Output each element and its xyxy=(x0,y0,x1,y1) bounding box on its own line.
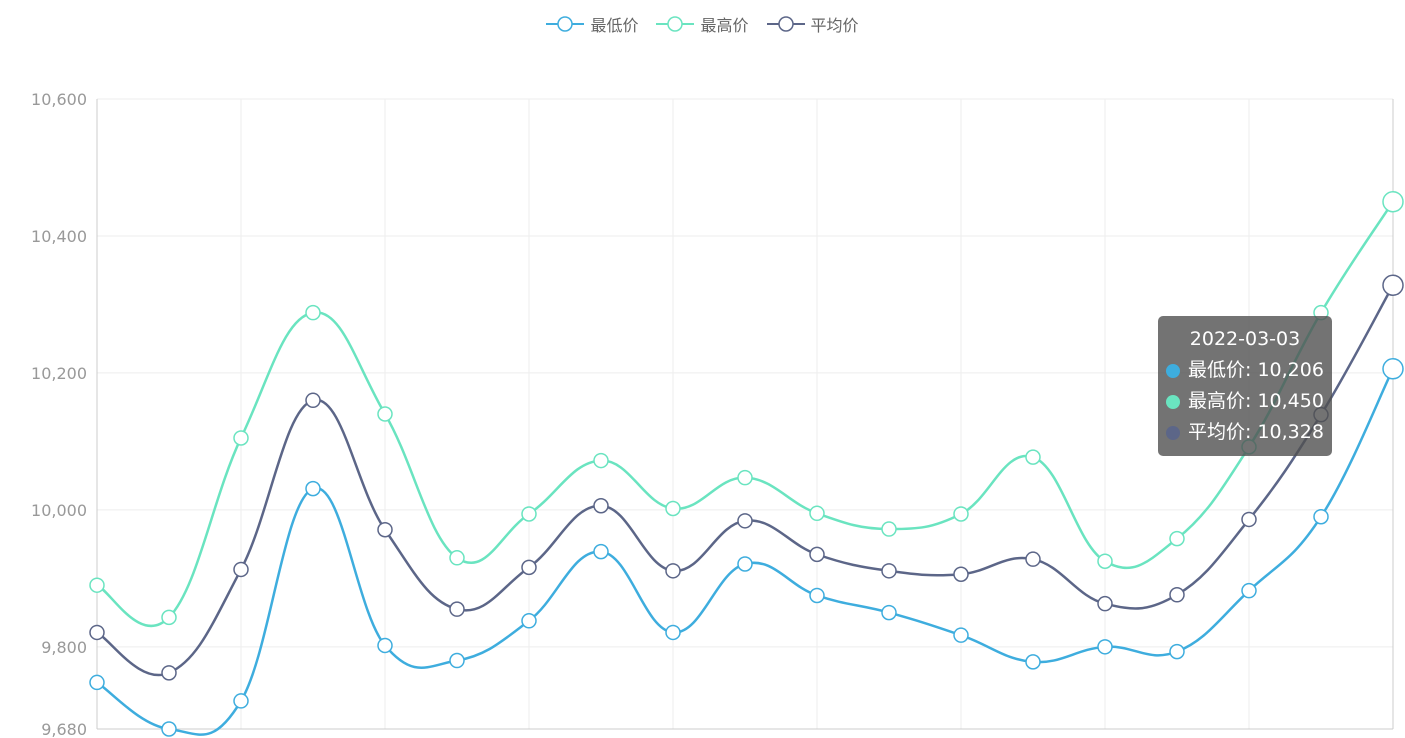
data-point-low[interactable] xyxy=(665,624,681,641)
series-line-high xyxy=(96,201,1395,628)
data-point-high[interactable] xyxy=(809,505,825,522)
tooltip-label-low: 最低价 xyxy=(1188,359,1246,381)
tooltip-value-high: 10,450 xyxy=(1257,390,1324,412)
data-point-avg[interactable] xyxy=(737,513,753,529)
data-point-high[interactable] xyxy=(449,550,465,566)
legend: 最低价 最高价 平均价 xyxy=(0,12,1405,36)
legend-label-high: 最高价 xyxy=(700,16,749,35)
data-point-low[interactable] xyxy=(1169,643,1185,660)
data-point-high[interactable] xyxy=(1382,190,1404,213)
data-point-high[interactable] xyxy=(665,500,681,517)
data-point-low[interactable] xyxy=(1025,654,1041,670)
tooltip: 2022-03-03 最低价: 10,206 最高价: 10,450 平均价: … xyxy=(1158,316,1332,456)
data-point-high[interactable] xyxy=(233,430,249,446)
tooltip-row-avg: 平均价: 10,328 xyxy=(1166,417,1324,448)
data-point-low[interactable] xyxy=(1097,639,1113,655)
data-point-high[interactable] xyxy=(161,609,177,626)
data-point-avg[interactable] xyxy=(233,561,249,578)
data-point-low[interactable] xyxy=(1241,582,1257,599)
data-point-avg[interactable] xyxy=(1382,274,1404,297)
y-tick-label: 10,000 xyxy=(31,501,87,520)
tooltip-dot-avg-icon xyxy=(1166,425,1180,440)
tooltip-label-high: 最高价 xyxy=(1188,390,1246,412)
data-point-avg[interactable] xyxy=(377,521,393,538)
data-point-avg[interactable] xyxy=(809,546,825,563)
y-tick-label: 10,400 xyxy=(31,227,87,246)
data-point-high[interactable] xyxy=(953,506,969,522)
data-point-avg[interactable] xyxy=(953,566,969,582)
data-point-high[interactable] xyxy=(737,469,753,486)
data-point-low[interactable] xyxy=(161,721,177,737)
legend-swatch-high-icon xyxy=(656,14,695,34)
data-point-high[interactable] xyxy=(1025,449,1041,465)
data-point-avg[interactable] xyxy=(1097,595,1113,612)
data-point-low[interactable] xyxy=(89,674,105,691)
data-point-low[interactable] xyxy=(1313,508,1329,525)
data-point-low[interactable] xyxy=(233,693,249,709)
legend-item-low[interactable]: 最低价 xyxy=(546,12,638,36)
data-point-high[interactable] xyxy=(377,406,393,422)
data-point-high[interactable] xyxy=(1097,553,1113,569)
data-point-avg[interactable] xyxy=(593,498,609,514)
tooltip-label-avg: 平均价 xyxy=(1188,421,1246,443)
data-point-low[interactable] xyxy=(449,652,465,669)
data-point-avg[interactable] xyxy=(161,665,177,681)
data-point-low[interactable] xyxy=(377,637,393,654)
series-line-avg xyxy=(96,284,1395,677)
data-point-low[interactable] xyxy=(953,627,969,643)
data-point-low[interactable] xyxy=(521,613,537,629)
data-point-low[interactable] xyxy=(809,587,825,604)
tooltip-dot-low-icon xyxy=(1166,363,1180,378)
data-point-avg[interactable] xyxy=(89,624,105,641)
tooltip-row-low: 最低价: 10,206 xyxy=(1166,355,1324,386)
data-point-avg[interactable] xyxy=(665,563,681,579)
series-points xyxy=(89,190,1404,737)
data-point-avg[interactable] xyxy=(305,392,321,409)
tooltip-value-avg: 10,328 xyxy=(1257,421,1324,443)
data-point-high[interactable] xyxy=(593,452,609,469)
data-point-avg[interactable] xyxy=(449,601,465,617)
data-point-low[interactable] xyxy=(737,556,753,572)
tooltip-dot-high-icon xyxy=(1166,394,1180,409)
y-tick-label: 10,600 xyxy=(31,90,87,109)
data-point-high[interactable] xyxy=(881,521,897,537)
legend-label-avg: 平均价 xyxy=(810,16,859,35)
data-point-avg[interactable] xyxy=(1025,551,1041,567)
data-point-high[interactable] xyxy=(305,304,321,321)
data-point-avg[interactable] xyxy=(521,559,537,576)
y-tick-label: 9,800 xyxy=(41,638,87,657)
data-point-avg[interactable] xyxy=(881,563,897,579)
y-tick-label: 9,680 xyxy=(41,720,87,738)
data-point-avg[interactable] xyxy=(1169,587,1185,603)
tooltip-title: 2022-03-03 xyxy=(1189,328,1301,350)
legend-swatch-low-icon xyxy=(546,14,585,34)
tooltip-row-high: 最高价: 10,450 xyxy=(1166,386,1324,417)
legend-swatch-avg-icon xyxy=(766,14,805,34)
legend-item-high[interactable]: 最高价 xyxy=(656,12,749,36)
data-point-low[interactable] xyxy=(593,543,609,560)
legend-item-avg[interactable]: 平均价 xyxy=(766,12,859,36)
data-point-avg[interactable] xyxy=(1241,511,1257,528)
y-tick-label: 10,200 xyxy=(31,364,87,383)
data-point-high[interactable] xyxy=(521,506,537,522)
data-point-high[interactable] xyxy=(1169,530,1185,547)
data-point-low[interactable] xyxy=(881,604,897,621)
y-axis: 9,680 9,800 10,000 10,200 10,400 10,600 xyxy=(31,90,1394,738)
data-point-high[interactable] xyxy=(89,577,105,593)
legend-label-low: 最低价 xyxy=(590,16,639,35)
series-lines xyxy=(96,201,1395,736)
data-point-low[interactable] xyxy=(1382,358,1404,380)
tooltip-value-low: 10,206 xyxy=(1257,359,1324,381)
data-point-low[interactable] xyxy=(305,480,321,497)
